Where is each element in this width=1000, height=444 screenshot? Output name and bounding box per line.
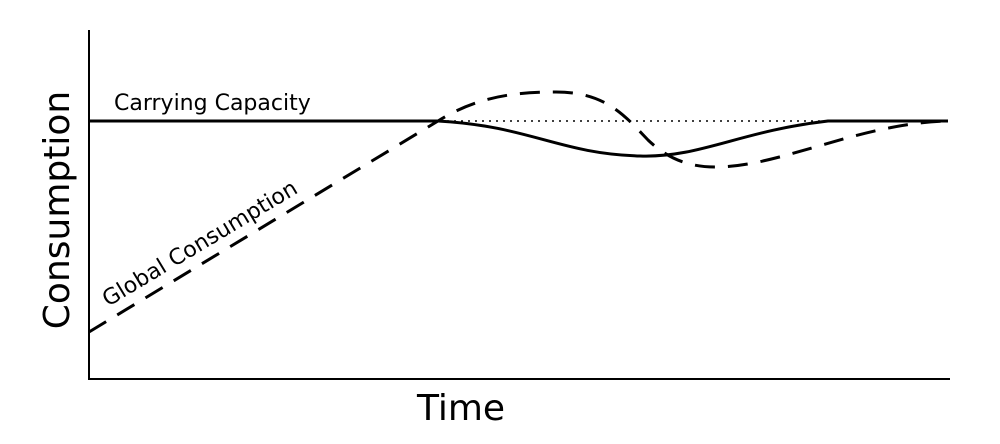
y-axis-label: Consumption xyxy=(37,91,78,329)
global-consumption-label: Global Consumption xyxy=(98,176,302,312)
x-axis-label: Time xyxy=(416,388,505,429)
carrying-capacity-label: Carrying Capacity xyxy=(114,91,311,116)
global-consumption-line xyxy=(88,90,949,334)
carrying-capacity-line xyxy=(89,119,948,158)
